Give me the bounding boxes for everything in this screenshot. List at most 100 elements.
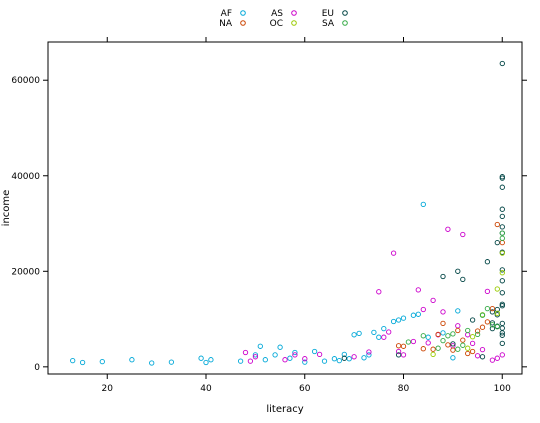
data-point <box>455 323 461 329</box>
data-point <box>341 351 347 358</box>
legend-label: AF <box>221 9 232 19</box>
data-point <box>499 213 505 220</box>
data-point <box>499 250 505 256</box>
data-point <box>351 332 357 338</box>
legend-marker <box>291 10 297 16</box>
data-point <box>361 355 367 361</box>
data-point <box>237 358 244 364</box>
data-point <box>455 268 461 274</box>
data-point <box>440 337 446 344</box>
legend-label: AS <box>271 9 283 19</box>
data-point <box>489 320 496 326</box>
legend-marker <box>240 20 246 26</box>
series-oc <box>430 250 505 358</box>
data-point <box>489 357 496 363</box>
data-point <box>494 239 500 246</box>
data-point <box>460 276 466 283</box>
legend-marker <box>342 20 348 26</box>
x-tick-label: 20 <box>102 384 114 394</box>
data-point <box>499 230 505 236</box>
data-point <box>440 309 446 315</box>
data-point <box>430 346 436 352</box>
data-point <box>465 345 471 351</box>
x-tick-label: 60 <box>299 384 311 394</box>
y-tick-label: 40000 <box>11 172 40 182</box>
data-point <box>395 343 402 349</box>
data-point <box>405 339 412 345</box>
data-point <box>376 334 382 340</box>
data-point <box>149 360 155 366</box>
data-point <box>252 354 259 360</box>
data-point <box>499 303 505 309</box>
data-point <box>474 331 481 338</box>
data-point <box>366 352 372 358</box>
x-tick-label: 100 <box>494 384 511 394</box>
data-point <box>262 357 268 363</box>
data-point <box>455 308 461 314</box>
series-as <box>242 226 505 364</box>
data-point <box>420 201 426 208</box>
data-point <box>494 355 500 361</box>
data-point <box>257 343 263 349</box>
data-point <box>460 337 466 343</box>
data-point <box>79 359 86 366</box>
data-point <box>341 355 347 361</box>
data-point <box>499 60 505 67</box>
data-point <box>400 315 407 321</box>
data-point <box>331 356 338 362</box>
data-point <box>198 355 204 361</box>
data-point <box>277 344 283 350</box>
data-point <box>489 305 496 312</box>
data-point <box>287 355 293 361</box>
data-point <box>494 324 500 330</box>
data-point <box>302 356 308 362</box>
legend-item-af: AF <box>221 9 246 19</box>
data-point <box>465 327 471 334</box>
data-point <box>465 332 471 338</box>
legend-label: OC <box>270 19 283 29</box>
data-point <box>376 289 382 295</box>
data-point <box>469 334 476 340</box>
data-point <box>499 235 505 241</box>
series-af <box>70 201 461 366</box>
legend-item-eu: EU <box>322 9 348 19</box>
data-point <box>499 332 505 338</box>
data-point <box>484 259 491 265</box>
data-point <box>351 354 357 360</box>
data-point <box>410 312 417 318</box>
data-point <box>386 329 392 335</box>
legend-label: NA <box>219 19 233 29</box>
data-point <box>346 356 352 362</box>
x-tick-label: 80 <box>398 384 410 394</box>
data-point <box>494 312 500 318</box>
data-point <box>272 352 278 358</box>
data-point <box>430 297 436 304</box>
data-point <box>356 330 362 337</box>
data-point <box>420 333 426 339</box>
data-point <box>445 226 451 232</box>
data-point <box>469 348 476 355</box>
data-point <box>489 325 496 332</box>
data-point <box>460 342 466 348</box>
data-point <box>455 346 461 352</box>
legend: AF AS EU NA OC SA <box>219 9 348 29</box>
data-point <box>499 184 505 190</box>
data-point <box>465 350 471 357</box>
legend-item-oc: OC <box>270 19 297 29</box>
data-point <box>395 317 402 323</box>
data-point <box>168 359 175 365</box>
data-point <box>445 342 451 348</box>
data-point <box>371 329 377 336</box>
data-points <box>70 60 505 366</box>
data-point <box>435 345 441 351</box>
data-point <box>450 355 456 361</box>
data-point <box>381 325 387 332</box>
data-point <box>450 341 456 347</box>
data-point <box>494 310 500 316</box>
data-point <box>316 351 323 358</box>
legend-item-na: NA <box>219 19 246 29</box>
data-point <box>208 357 214 363</box>
data-point <box>450 331 456 337</box>
data-point <box>499 224 505 230</box>
